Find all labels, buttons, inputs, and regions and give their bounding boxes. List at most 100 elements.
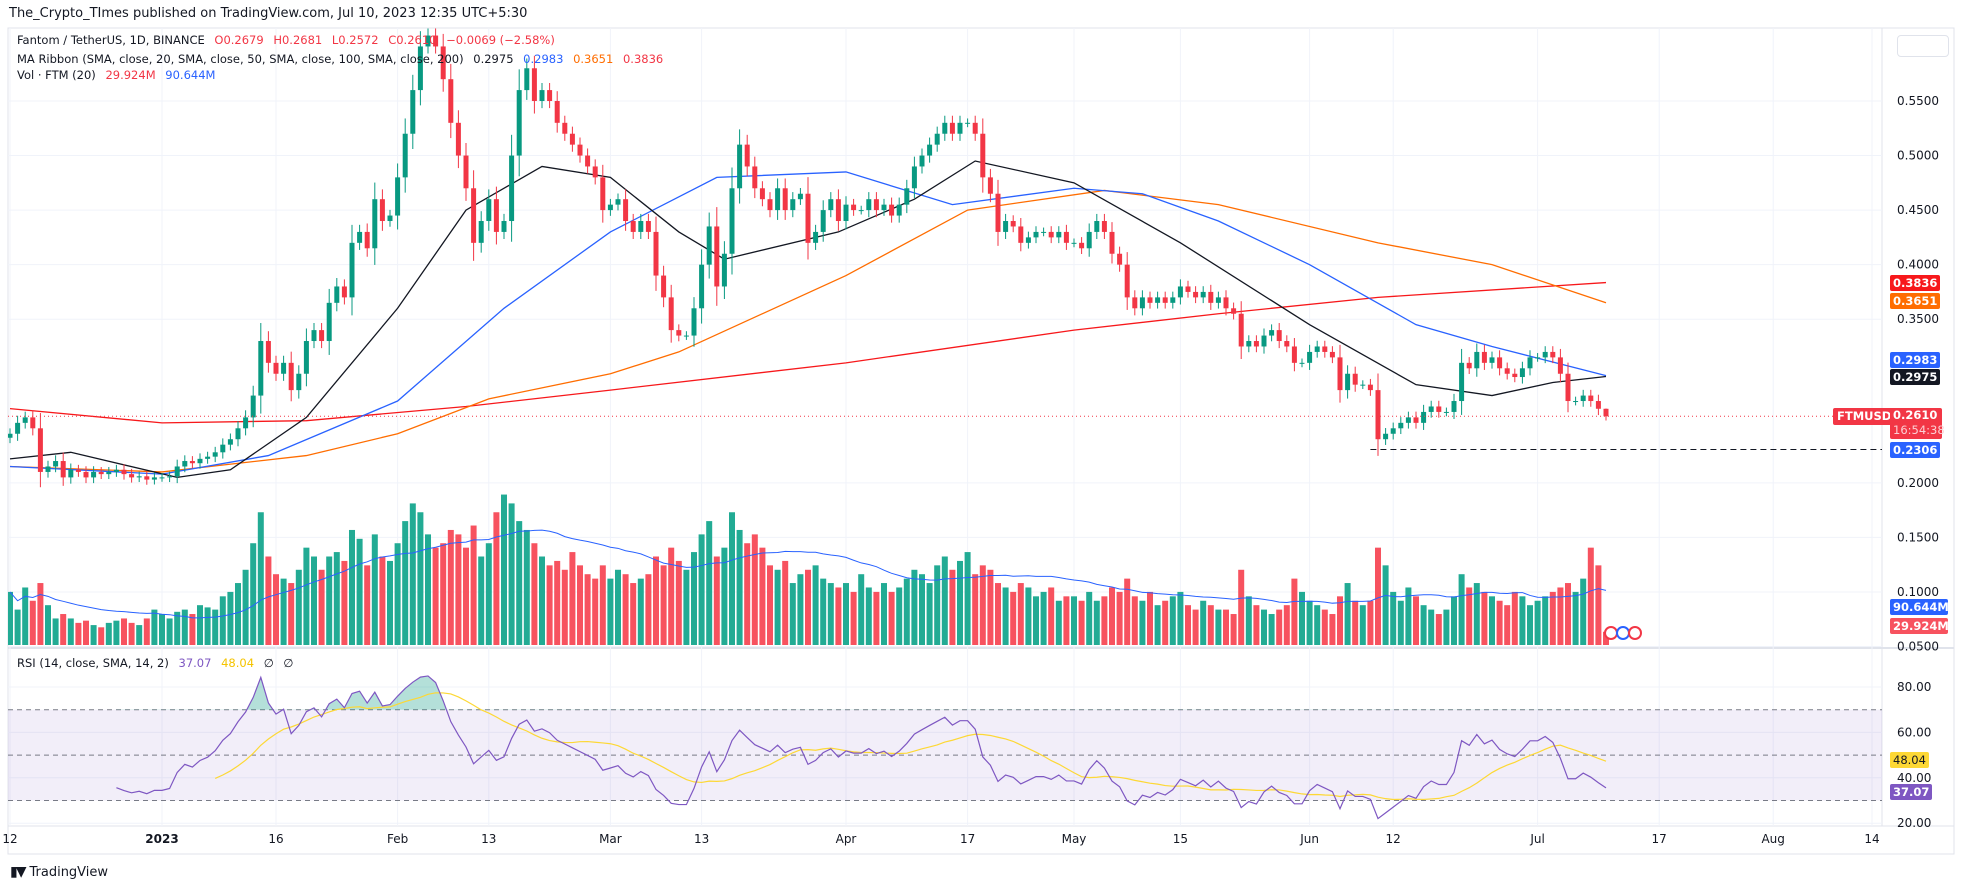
volume-bar xyxy=(1565,583,1571,645)
candle-body xyxy=(737,144,743,189)
candle-body xyxy=(645,221,651,232)
volume-bar xyxy=(713,556,720,645)
volume-bar xyxy=(371,534,378,645)
candle-body xyxy=(1375,390,1381,440)
candle-body xyxy=(797,193,803,200)
candle-body xyxy=(243,417,249,429)
candle-body xyxy=(1200,291,1206,298)
rsi-legend[interactable]: RSI (14, close, SMA, 14, 2) 37.07 48.04 … xyxy=(17,656,299,670)
candle-body xyxy=(516,90,522,156)
event-dividend-icon[interactable] xyxy=(1628,626,1642,640)
volume-ma-badge: 90.644M xyxy=(1890,599,1949,615)
candle-body xyxy=(668,297,674,331)
candle-body xyxy=(1041,231,1047,233)
tradingview-logo-icon: ▮▼ xyxy=(10,864,27,880)
candle-body xyxy=(1512,373,1518,378)
rsi-axis[interactable]: 80.00 60.00 40.00 20.00 xyxy=(1897,680,1931,830)
volume-bar xyxy=(204,607,211,645)
candle-body xyxy=(1215,297,1221,303)
low-value: L0.2572 xyxy=(331,33,379,47)
volume-bar xyxy=(987,569,994,645)
volume-bar xyxy=(22,587,29,645)
candle-body xyxy=(835,199,841,222)
candle-body xyxy=(851,204,857,211)
price-tick-label: 0.4500 xyxy=(1897,203,1939,217)
candle-body xyxy=(463,155,469,189)
volume-legend[interactable]: Vol · FTM (20) 29.924M 90.644M xyxy=(17,68,221,82)
volume-bar xyxy=(387,560,393,645)
open-value: O0.2679 xyxy=(214,33,264,47)
volume-bar xyxy=(52,618,59,645)
candle-body xyxy=(759,188,765,200)
price-axis[interactable]: 0.5500 0.5000 0.4500 0.4000 0.3500 0.2000 0.15… xyxy=(1897,94,1939,654)
settings-button[interactable] xyxy=(1897,35,1949,57)
volume-bar xyxy=(1238,569,1245,645)
volume-bar xyxy=(1428,609,1435,645)
volume-bar xyxy=(1329,614,1336,645)
candle-body xyxy=(379,199,385,222)
volume-bar xyxy=(136,625,143,645)
volume-bar xyxy=(1101,596,1108,645)
grid xyxy=(8,28,1882,826)
candle-body xyxy=(349,242,355,298)
price-tick-label: 0.0500 xyxy=(1897,640,1939,654)
volume-bar xyxy=(622,574,629,645)
ma200-badge: 0.3836 xyxy=(1890,275,1941,291)
volume-bar xyxy=(1192,609,1199,645)
volume-bar xyxy=(683,569,690,645)
ma-ribbon-legend[interactable]: MA Ribbon (SMA, close, 20, SMA, close, 5… xyxy=(17,52,669,66)
close-value: C0.2610 xyxy=(388,33,437,47)
candle-body xyxy=(144,476,150,480)
volume-bar xyxy=(736,529,743,645)
volume-bar xyxy=(957,560,963,645)
volume-bar xyxy=(394,543,401,645)
candle-body xyxy=(1079,242,1085,249)
candle-body xyxy=(911,166,917,189)
volume-bar xyxy=(14,609,21,645)
candle-body xyxy=(706,226,712,265)
volume-bar xyxy=(333,552,340,645)
volume-bar xyxy=(478,556,485,645)
candle-body xyxy=(433,35,439,47)
volume-bar xyxy=(501,494,507,645)
candle-body xyxy=(1497,357,1503,369)
volume-bar xyxy=(143,618,150,645)
candle-body xyxy=(1193,291,1199,298)
ma100-line xyxy=(9,189,1607,473)
volume-bar xyxy=(554,560,561,645)
volume-bar xyxy=(1291,578,1298,645)
volume-bar xyxy=(668,547,675,645)
volume-bar xyxy=(257,512,264,645)
volume-bar xyxy=(493,512,500,645)
candle-body xyxy=(455,122,461,156)
candle-body xyxy=(22,417,28,423)
time-tick-label: Apr xyxy=(836,832,857,846)
candle-body xyxy=(425,35,431,47)
volume-bar xyxy=(1048,587,1055,645)
candle-body xyxy=(547,90,553,101)
volume-bar xyxy=(896,587,903,645)
volume-bar xyxy=(569,552,576,645)
volume-ma-value: 90.644M xyxy=(165,68,216,82)
candle-body xyxy=(311,330,317,342)
volume-bar xyxy=(1063,596,1070,645)
symbol-legend[interactable]: Fantom / TetherUS, 1D, BINANCE O0.2679 H… xyxy=(17,33,561,47)
volume-bar xyxy=(1542,596,1549,645)
volume-bar xyxy=(1466,587,1473,645)
volume-bar xyxy=(1367,600,1374,645)
candle-body xyxy=(1094,221,1100,232)
candle-body xyxy=(1056,231,1062,238)
time-axis[interactable]: 12 2023 16 Feb 13 Mar 13 Apr 17 May 15 Jun 12 Jul 17 Au… xyxy=(2,832,1879,846)
volume-bar xyxy=(1230,614,1237,645)
tradingview-footer[interactable]: ▮▼ TradingView xyxy=(10,864,108,880)
candle-body xyxy=(972,122,978,134)
rsi-ma-value: 48.04 xyxy=(221,656,255,670)
volume-bar xyxy=(546,565,553,645)
volume-bar xyxy=(1435,614,1442,645)
candle-body xyxy=(30,417,36,429)
candle-body xyxy=(1383,433,1389,440)
candle-body xyxy=(1117,253,1123,265)
volume-bar xyxy=(128,622,135,645)
time-tick-label: 17 xyxy=(960,832,975,846)
